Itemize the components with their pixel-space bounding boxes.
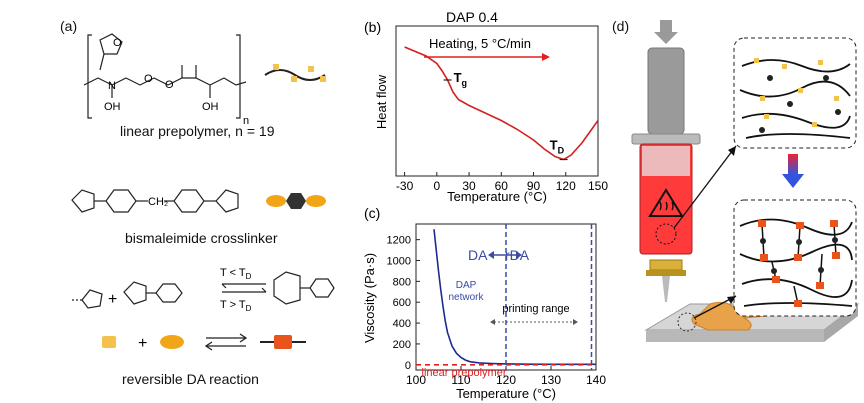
c-ytick-label: 600 bbox=[393, 297, 411, 309]
chart-b-frame bbox=[395, 25, 599, 177]
da-label: DA bbox=[468, 247, 488, 263]
callout-line-top bbox=[673, 145, 737, 229]
chart-b-ylabel: Heat flow bbox=[374, 74, 389, 129]
heating-label: Heating, 5 °C/min bbox=[429, 36, 531, 51]
c-ytick-label: 400 bbox=[393, 318, 411, 330]
chart-b-title: DAP 0.4 bbox=[446, 9, 498, 25]
nozzle-heater bbox=[649, 259, 683, 271]
furan-oxygen: O bbox=[113, 37, 122, 49]
arrow-right-icon bbox=[516, 251, 522, 259]
c-ytick-label: 1000 bbox=[387, 256, 411, 268]
arrow-left-icon bbox=[488, 251, 494, 259]
panel-a-label: (a) bbox=[60, 18, 78, 34]
nitrogen-atom: N bbox=[108, 80, 116, 92]
ch2-label: CH₂ bbox=[148, 196, 168, 208]
syringe-barrel-glass bbox=[642, 146, 690, 176]
c-ytick-label: 1200 bbox=[387, 235, 411, 247]
zoom-linear-prepolymer bbox=[733, 37, 857, 149]
reaction-cartoon-icon bbox=[102, 333, 306, 351]
crosslinker-cartoon-icon bbox=[266, 193, 326, 209]
push-arrow-icon bbox=[654, 20, 678, 44]
c-ytick-label: 200 bbox=[393, 339, 411, 351]
b-xtick-label: 120 bbox=[556, 179, 576, 193]
panel-b-label: (b) bbox=[364, 19, 381, 35]
barrel-zoom-circle bbox=[655, 223, 677, 245]
network-label-2: network bbox=[448, 292, 484, 303]
syringe-barrel-top bbox=[647, 47, 685, 135]
panel-a-chemistry: N OH OH O O O n CH₂ bbox=[71, 33, 335, 352]
oxygen-atom-2: O bbox=[165, 79, 174, 91]
plus-sign-2: + bbox=[138, 335, 147, 352]
c-ytick-label: 0 bbox=[405, 360, 411, 372]
transition-arrow-head-icon bbox=[782, 174, 804, 188]
condition-bottom: T > TD bbox=[220, 299, 252, 313]
tg-label: Tg bbox=[454, 70, 467, 88]
c-xtick-label: 140 bbox=[586, 373, 606, 387]
c-xtick-label: 120 bbox=[496, 373, 516, 387]
oh-label-1: OH bbox=[104, 101, 121, 113]
panel-c-viscosity-chart: (c) Viscosity (Pa·s) Temperature (°C) 10… bbox=[362, 205, 606, 401]
b-xtick-label: 0 bbox=[433, 179, 440, 193]
dsc-curve bbox=[404, 46, 599, 161]
network-label-1: DAP bbox=[456, 280, 477, 291]
bismaleimide-structure bbox=[71, 189, 239, 213]
print-zoom-circle bbox=[677, 312, 697, 332]
nozzle-tip bbox=[662, 276, 670, 302]
c-xtick-label: 100 bbox=[406, 373, 426, 387]
oh-label-2: OH bbox=[202, 101, 219, 113]
b-xtick-label: -30 bbox=[396, 179, 414, 193]
heating-arrow-head-icon bbox=[542, 53, 550, 61]
printing-range-label: printing range bbox=[502, 303, 569, 315]
panel-c-label: (c) bbox=[364, 205, 380, 221]
repeat-n-label: n bbox=[243, 115, 249, 127]
chart-c-ylabel: Viscosity (Pa·s) bbox=[362, 253, 377, 343]
reaction-caption: reversible DA reaction bbox=[122, 371, 259, 387]
da-reaction-structure bbox=[72, 271, 335, 309]
panel-d-label: (d) bbox=[612, 18, 630, 34]
c-xtick-label: 110 bbox=[451, 373, 470, 387]
range-right-icon bbox=[573, 319, 578, 325]
condition-top: T < TD bbox=[220, 267, 252, 281]
td-label: TD bbox=[550, 138, 565, 156]
b-xtick-label: 150 bbox=[588, 179, 608, 193]
nozzle-base bbox=[646, 270, 686, 276]
chart-c-xlabel: Temperature (°C) bbox=[456, 386, 556, 401]
panel-b-dsc-chart: (b) DAP 0.4 Heating, 5 °C/min Heat flow … bbox=[364, 9, 608, 204]
c-xtick-label: 130 bbox=[541, 373, 561, 387]
prepolymer-structure bbox=[83, 33, 247, 119]
chart-b-xlabel: Temperature (°C) bbox=[447, 189, 547, 204]
prepolymer-cartoon-icon bbox=[264, 64, 326, 82]
c-ytick-label: 800 bbox=[393, 276, 411, 288]
syringe-flange bbox=[631, 133, 701, 145]
range-left-icon bbox=[490, 319, 495, 325]
panel-d-printing-schematic bbox=[631, 20, 860, 342]
b-xtick-label: 30 bbox=[462, 179, 476, 193]
heat-warning-icon bbox=[648, 188, 684, 217]
b-xtick-label: 90 bbox=[527, 179, 541, 193]
prepolymer-caption: linear prepolymer, n = 19 bbox=[120, 123, 275, 139]
prepolymer-label: linear prepolymer bbox=[422, 367, 507, 379]
plus-sign-1: + bbox=[108, 291, 117, 308]
crosslinker-caption: bismaleimide crosslinker bbox=[125, 230, 278, 246]
oxygen-atom-1: O bbox=[144, 73, 153, 85]
transition-arrow-stem bbox=[788, 154, 798, 174]
b-xtick-label: 60 bbox=[495, 179, 509, 193]
